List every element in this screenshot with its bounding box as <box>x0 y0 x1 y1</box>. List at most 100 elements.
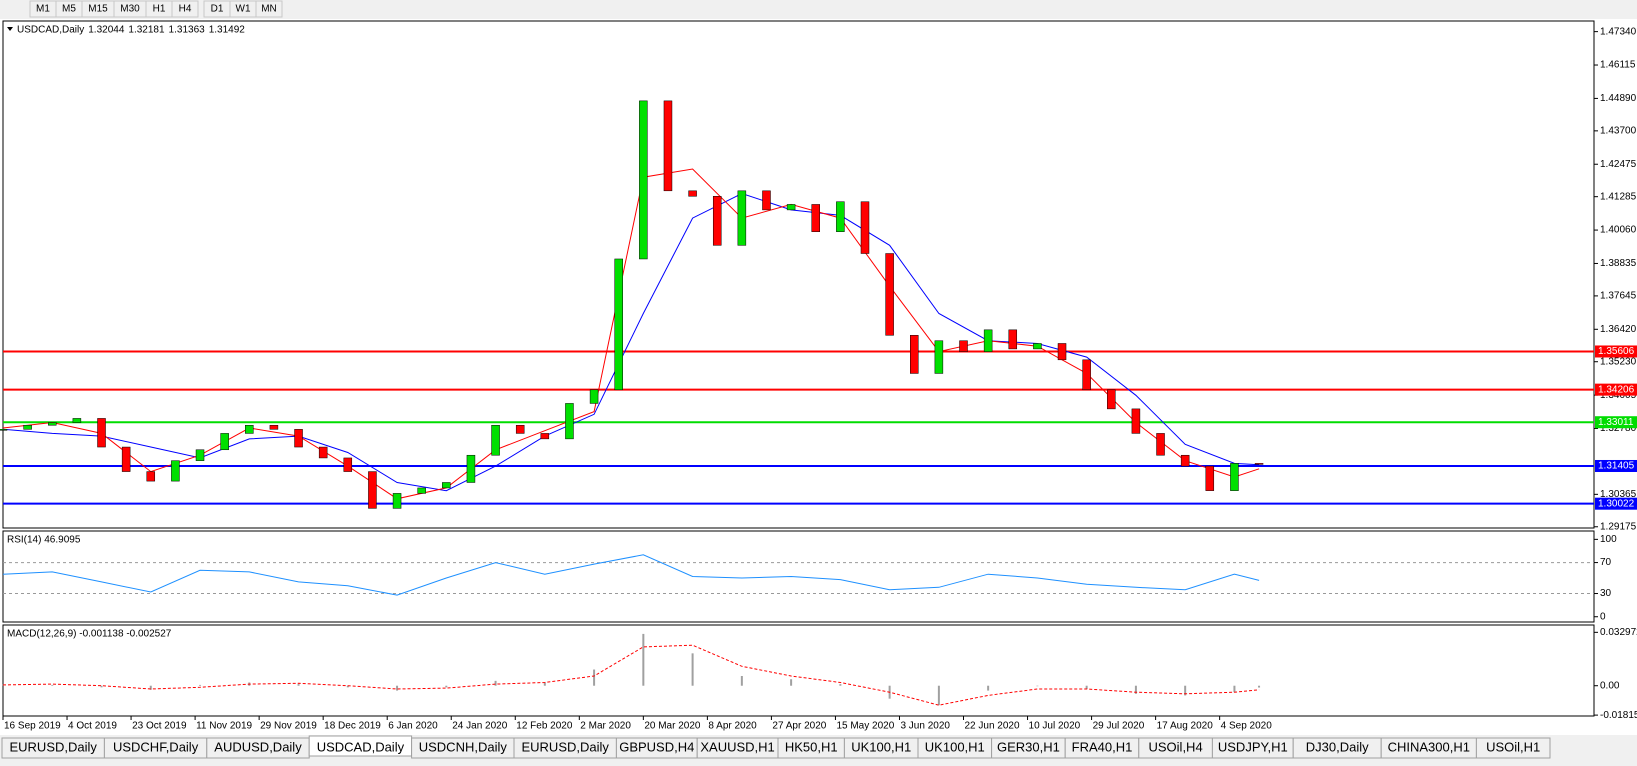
tab-label[interactable]: USDCNH,Daily <box>419 739 508 754</box>
candle <box>48 422 57 426</box>
candle <box>540 433 550 440</box>
y-tick-label: -0.01815 <box>1600 710 1637 721</box>
candle <box>1254 463 1264 465</box>
candle <box>1107 389 1116 410</box>
y-tick-label: 1.37645 <box>1600 291 1637 302</box>
timeframe-label[interactable]: D1 <box>211 4 224 15</box>
y-tick-label: 1.32780 <box>1600 423 1637 434</box>
candle <box>811 204 820 232</box>
symbol-title: USDCAD,Daily <box>17 25 84 36</box>
tab[interactable] <box>1475 737 1551 759</box>
candle <box>639 100 648 260</box>
timeframe-button[interactable] <box>255 0 283 18</box>
macd-bar <box>543 682 546 686</box>
level-label: 1.35606 <box>1598 346 1635 357</box>
timeframe-button[interactable] <box>171 0 199 18</box>
tab-label[interactable]: GER30,H1 <box>997 739 1060 754</box>
candle <box>983 329 993 352</box>
candle <box>245 424 254 434</box>
macd-bar <box>1085 685 1088 689</box>
macd-bar <box>1184 685 1187 696</box>
macd-bar <box>1134 685 1137 694</box>
tab-label[interactable]: USDJPY,H1 <box>1218 739 1288 754</box>
x-tick-label: 8 Apr 2020 <box>708 721 757 732</box>
y-tick-label: 1.29175 <box>1600 521 1637 532</box>
macd-bar <box>987 685 990 691</box>
timeframe-label[interactable]: M30 <box>120 4 140 15</box>
panel-frame <box>2 624 1595 717</box>
macd-bar <box>297 684 300 686</box>
candle <box>171 460 180 482</box>
macd-bar <box>790 679 793 686</box>
candle <box>343 457 353 472</box>
quote-value: 1.31492 <box>209 25 246 36</box>
candle <box>885 253 894 336</box>
macd-bar <box>642 633 645 686</box>
tab-label[interactable]: USDCHF,Daily <box>113 739 199 754</box>
y-tick-label: 100 <box>1600 534 1617 545</box>
candle <box>1057 343 1067 361</box>
candle <box>762 190 771 211</box>
macd-bar <box>494 680 497 686</box>
timeframe-label[interactable]: M5 <box>62 4 76 15</box>
candle <box>269 424 279 430</box>
candle <box>121 446 131 472</box>
macd-bar <box>740 676 743 686</box>
x-tick-label: 29 Jul 2020 <box>1093 721 1145 732</box>
level-label: 1.30022 <box>1598 498 1635 509</box>
candle <box>860 201 870 254</box>
y-tick-label: 1.46115 <box>1600 60 1636 71</box>
tab-label[interactable]: GBPUSD,H4 <box>619 739 694 754</box>
timeframe-label[interactable]: M1 <box>36 4 50 15</box>
macd-bar <box>199 684 202 686</box>
y-tick-label: 1.36420 <box>1600 324 1637 335</box>
x-tick-label: 10 Jul 2020 <box>1029 721 1081 732</box>
x-tick-label: 3 Jun 2020 <box>900 721 950 732</box>
y-tick-label: 1.41285 <box>1600 191 1637 202</box>
y-tick-label: 1.43700 <box>1600 125 1637 136</box>
x-tick-label: 4 Oct 2019 <box>68 721 117 732</box>
candle <box>910 335 919 374</box>
tab-label[interactable]: XAUUSD,H1 <box>700 739 774 754</box>
macd-bar <box>839 684 842 686</box>
timeframe-label[interactable]: M15 <box>88 4 108 15</box>
candle <box>294 429 303 448</box>
x-tick-label: 4 Sep 2020 <box>1221 721 1273 732</box>
level-label-bg <box>1595 416 1637 429</box>
tab-label[interactable]: EURUSD,Daily <box>521 739 609 754</box>
candle <box>392 493 402 509</box>
tab-label[interactable]: CHINA300,H1 <box>1388 739 1470 754</box>
x-tick-label: 23 Oct 2019 <box>132 721 187 732</box>
candle <box>836 201 845 232</box>
tab-label[interactable]: DJ30,Daily <box>1306 739 1369 754</box>
candle <box>220 433 229 451</box>
y-tick-label: 1.30365 <box>1600 489 1637 500</box>
x-tick-label: 15 May 2020 <box>836 721 894 732</box>
tab-label[interactable]: HK50,H1 <box>785 739 838 754</box>
candle <box>1205 465 1215 491</box>
quote-value: 1.32044 <box>88 25 125 36</box>
candle <box>0 429 8 431</box>
candle <box>737 190 747 246</box>
tab-label[interactable]: FRA40,H1 <box>1072 739 1133 754</box>
tab-label[interactable]: USOil,H1 <box>1486 739 1540 754</box>
timeframe-label[interactable]: MN <box>261 4 277 15</box>
tab-label[interactable]: AUDUSD,Daily <box>214 739 302 754</box>
tab-label[interactable]: EURUSD,Daily <box>9 739 97 754</box>
timeframe-label[interactable]: W1 <box>236 4 251 15</box>
tab-label[interactable]: USOil,H4 <box>1149 739 1203 754</box>
level-label: 1.34206 <box>1598 384 1635 395</box>
candle <box>565 403 574 440</box>
tab-label[interactable]: USDCAD,Daily <box>317 739 405 754</box>
x-tick-label: 24 Jan 2020 <box>452 721 507 732</box>
timeframe-label[interactable]: H1 <box>153 4 166 15</box>
tab-label[interactable]: UK100,H1 <box>851 739 911 754</box>
macd-bar <box>100 685 103 688</box>
y-tick-label: 0 <box>1600 611 1606 622</box>
candle <box>786 204 796 211</box>
candle <box>491 424 500 456</box>
timeframe-label[interactable]: H4 <box>179 4 192 15</box>
macd-bar <box>1036 685 1039 687</box>
moving-average <box>2 192 1260 492</box>
tab-label[interactable]: UK100,H1 <box>925 739 985 754</box>
